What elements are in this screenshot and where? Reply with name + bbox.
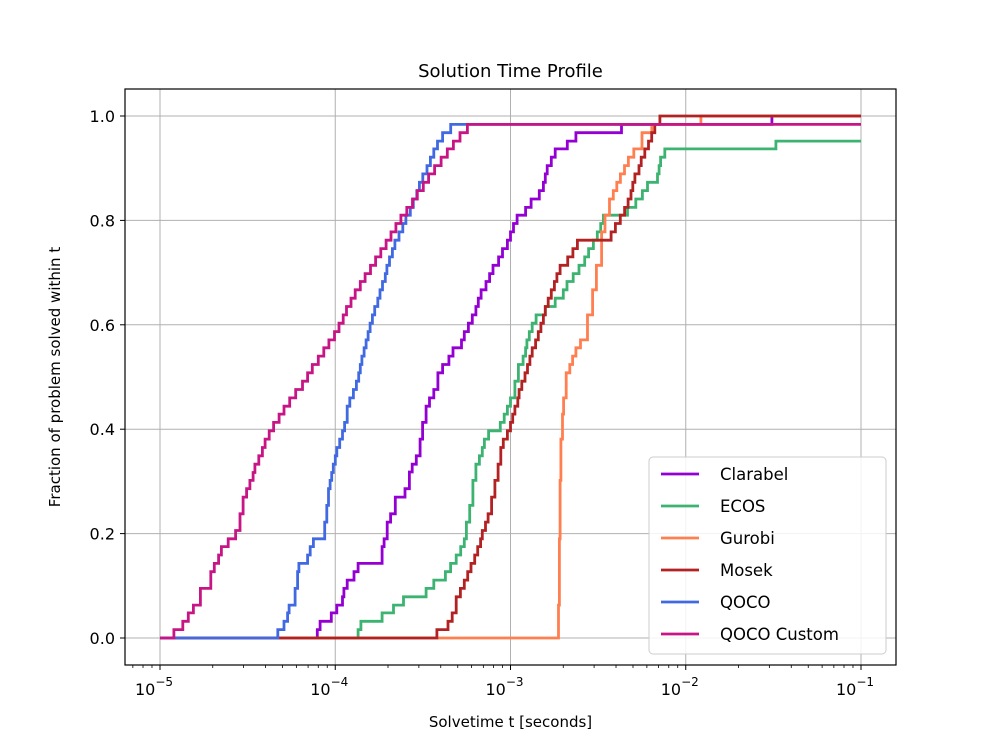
axis-ticks: 10−5 10−4 10−3 10−2 10−1 0.0 0.2 0.4 0.6 0.8 1.0 — [90, 107, 874, 699]
y-axis-label: Fraction of problem solved within t — [46, 247, 64, 508]
legend-label: ECOS — [720, 497, 765, 516]
x-tick-label: 10−5 — [135, 675, 173, 699]
series-line-ecos — [160, 139, 861, 640]
series-line-qoco-custom — [160, 123, 861, 640]
x-tick-label: 10−2 — [661, 675, 699, 699]
legend-label: Clarabel — [720, 465, 788, 484]
legend-label: QOCO — [720, 593, 770, 612]
x-tick-label: 10−3 — [485, 675, 523, 699]
y-tick-label: 1.0 — [90, 107, 115, 126]
y-tick-label: 0.6 — [90, 316, 115, 335]
series-line-gurobi — [160, 114, 861, 640]
series-line-mosek — [160, 114, 861, 640]
legend-label: Mosek — [720, 561, 773, 580]
x-axis-label: Solvetime t [seconds] — [429, 713, 592, 731]
legend-box — [648, 456, 887, 655]
legend: Clarabel ECOS Gurobi Mosek QOCO QOCO Custom — [648, 456, 887, 655]
legend-label: QOCO Custom — [720, 625, 839, 644]
chart-title: Solution Time Profile — [418, 61, 603, 82]
y-tick-label: 0.8 — [90, 211, 115, 230]
y-tick-label: 0.4 — [90, 420, 115, 439]
x-tick-label: 10−4 — [310, 675, 348, 699]
series-line-qoco — [160, 123, 655, 640]
y-tick-label: 0.2 — [90, 525, 115, 544]
y-tick-label: 0.0 — [90, 629, 115, 648]
x-tick-label: 10−1 — [836, 675, 874, 699]
legend-label: Gurobi — [720, 529, 775, 548]
series-lines — [160, 114, 861, 640]
series-line-clarabel — [160, 114, 861, 640]
